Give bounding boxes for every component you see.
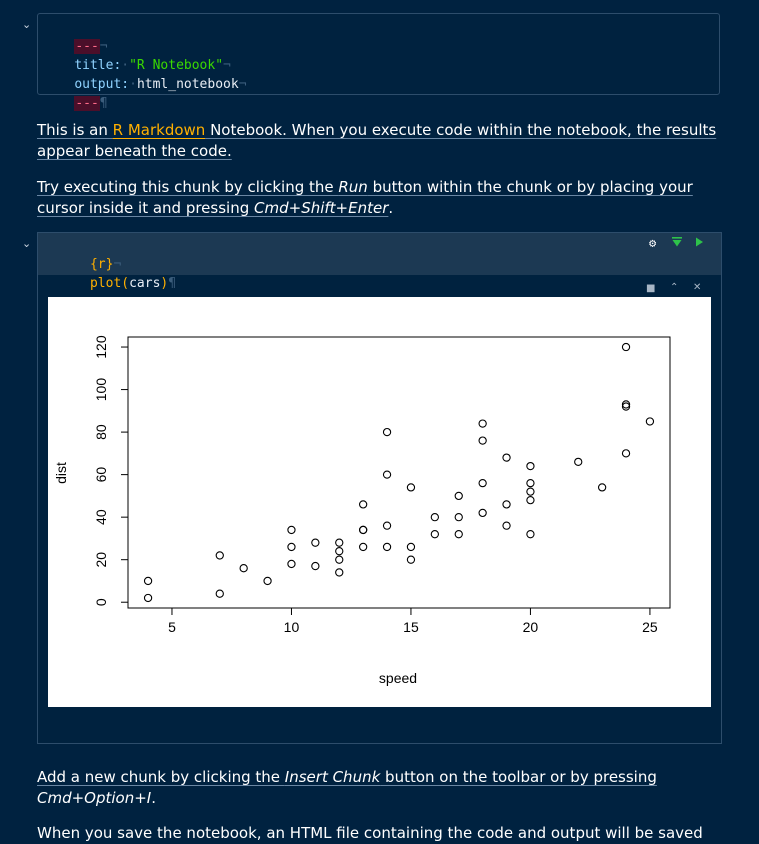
data-point: [311, 561, 320, 571]
data-point: [382, 542, 392, 552]
chunk-options-gear-icon[interactable]: ⚙: [649, 236, 657, 250]
insert-chunk-paragraph: Add a new chunk by clicking the Insert C…: [37, 768, 657, 807]
plot-output: 5 10 15 20 25 0 20 40 60 80 100 120 speed dist: [48, 297, 711, 707]
yaml-dashes-end: ---: [74, 96, 100, 111]
run-emphasis: Run: [338, 178, 368, 196]
run-previous-chunks-icon[interactable]: [671, 236, 683, 248]
data-point: [287, 525, 296, 535]
data-point: [621, 400, 631, 409]
r-markdown-link[interactable]: R Markdown: [112, 121, 206, 139]
save-paragraph: When you save the notebook, an HTML file…: [37, 824, 703, 842]
data-points: [143, 342, 655, 603]
code-function: plot(: [89, 276, 130, 291]
data-point: [502, 521, 511, 530]
output-popout-icon[interactable]: ■: [646, 283, 656, 294]
y-tick-label: 60: [93, 467, 109, 483]
x-tick-label: 15: [403, 619, 419, 635]
data-point: [454, 530, 463, 539]
y-tick-label: 20: [93, 552, 109, 568]
code-chunk[interactable]: {r}¬ plot(cars)¶ ⚙ ■ ⌃ ✕ 5 10 15 20 25 0 20 40…: [37, 232, 722, 744]
y-tick-label: 100: [93, 378, 109, 402]
fold-chunk-chevron-icon[interactable]: ⌄: [22, 237, 32, 250]
yaml-dashes: ---: [74, 39, 100, 54]
data-point: [311, 538, 320, 547]
insert-chunk-emphasis: Insert Chunk: [284, 768, 381, 786]
data-point: [526, 530, 535, 539]
x-axis: 5 10 15 20 25: [168, 607, 658, 635]
data-point: [406, 555, 416, 564]
run-shortcut: Cmd+Shift+Enter: [254, 199, 389, 217]
data-point: [335, 555, 344, 564]
x-axis-label: speed: [379, 670, 417, 686]
data-point: [526, 487, 535, 496]
yaml-output-key: output:: [74, 77, 130, 92]
y-axis-label: dist: [53, 462, 69, 484]
data-point: [143, 576, 153, 586]
run-chunk-play-icon[interactable]: [694, 236, 704, 248]
data-point: [478, 419, 487, 428]
data-point: [359, 542, 368, 552]
data-point: [143, 593, 153, 603]
intro-paragraph: This is an R Markdown Notebook. When you…: [37, 121, 717, 160]
yaml-title-value: "R Notebook": [129, 58, 224, 73]
data-point: [382, 470, 392, 479]
y-tick-label: 40: [93, 509, 109, 525]
data-point: [478, 436, 487, 445]
insert-shortcut: Cmd+Option+I: [37, 789, 152, 807]
data-point: [478, 478, 487, 488]
not-sign: ¬: [99, 39, 108, 54]
data-point: [454, 491, 463, 501]
data-point: [597, 483, 607, 492]
data-point: [263, 576, 272, 586]
data-point: [621, 449, 631, 458]
data-point: [239, 564, 248, 573]
instructions-paragraph: Try executing this chunk by clicking the…: [37, 178, 693, 217]
y-axis: 0 20 40 60 80 100 120: [93, 335, 129, 606]
x-tick-label: 25: [642, 619, 658, 635]
data-point: [406, 542, 416, 552]
data-point: [502, 500, 511, 509]
output-close-icon[interactable]: ✕: [693, 282, 702, 293]
data-point: [574, 457, 583, 467]
data-point: [287, 559, 296, 569]
fold-yaml-chevron-icon[interactable]: ⌄: [22, 18, 32, 31]
output-collapse-icon[interactable]: ⌃: [670, 282, 679, 293]
data-point: [430, 513, 439, 522]
data-point: [406, 483, 416, 492]
data-point: [215, 589, 224, 598]
data-point: [526, 495, 535, 505]
data-point: [502, 453, 511, 462]
chunk-header: {r}: [89, 257, 114, 272]
data-point: [382, 521, 392, 530]
code-argument: cars: [129, 276, 161, 291]
y-tick-label: 120: [93, 335, 109, 359]
x-tick-label: 20: [523, 619, 539, 635]
data-point: [526, 461, 535, 471]
data-point: [287, 542, 296, 552]
data-point: [359, 525, 368, 535]
data-point: [215, 551, 224, 560]
data-point: [335, 547, 344, 556]
data-point: [335, 538, 344, 547]
yaml-output-value: html_notebook: [136, 77, 239, 92]
x-tick-label: 5: [168, 619, 176, 635]
plot-box: [127, 336, 671, 609]
y-tick-label: 0: [93, 598, 109, 606]
data-point: [621, 402, 631, 411]
data-point: [382, 427, 392, 437]
data-point: [430, 530, 439, 539]
data-point: [526, 478, 535, 488]
data-point: [621, 342, 631, 352]
yaml-header-block[interactable]: ---¬ title:·"R Notebook"¬ output:·html_n…: [37, 13, 720, 111]
y-tick-label: 80: [93, 424, 109, 440]
x-tick-label: 10: [284, 619, 300, 635]
data-point: [359, 500, 368, 509]
data-point: [454, 513, 463, 522]
yaml-title-key: title:: [74, 58, 122, 73]
scatter-plot: 5 10 15 20 25 0 20 40 60 80 100 120 speed dist: [53, 335, 671, 686]
data-point: [645, 417, 655, 426]
chunk-code-area[interactable]: {r}¬ plot(cars)¶ ⚙: [38, 233, 721, 291]
data-point: [335, 568, 344, 577]
data-point: [478, 508, 487, 518]
